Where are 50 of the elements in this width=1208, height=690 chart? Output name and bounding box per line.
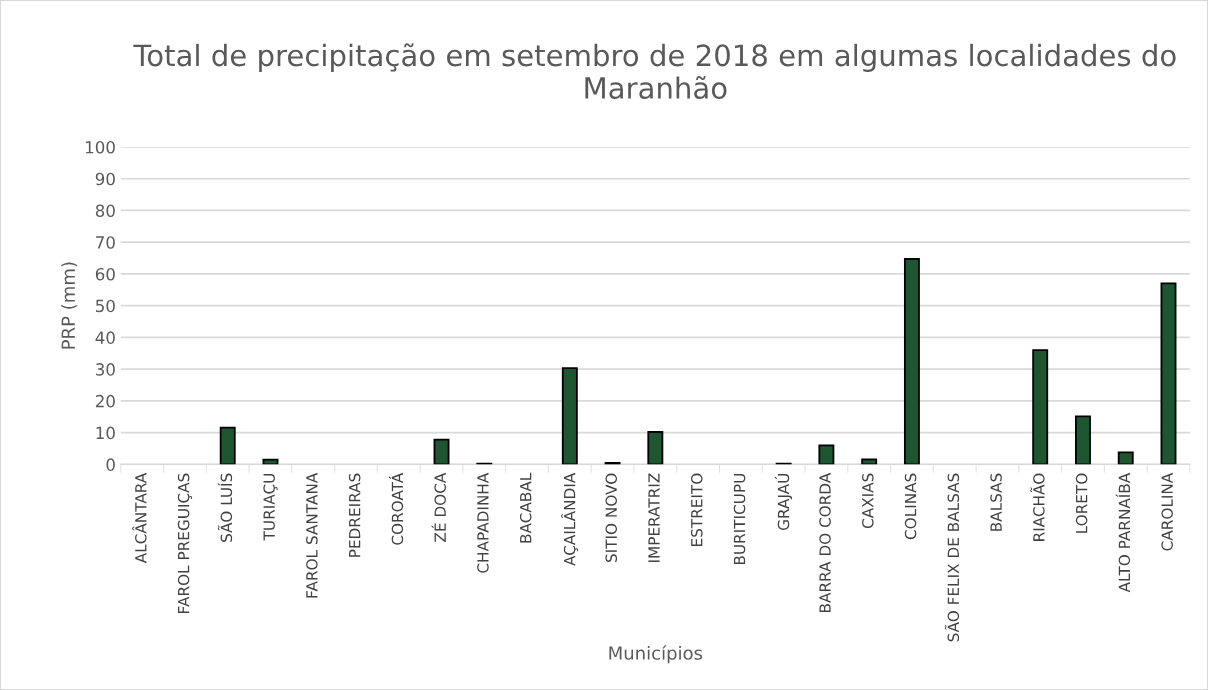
x-tick-label: CAXIAS: [862, 473, 874, 529]
bar: [1032, 349, 1049, 465]
x-axis-title: Municípios: [609, 645, 703, 664]
bar: [433, 438, 450, 465]
x-tick-label: COLINAS: [904, 473, 917, 540]
x-tick-label: CAROLINA: [1161, 472, 1173, 551]
y-tick-label: 60: [95, 267, 115, 281]
x-tick-label: BALSAS: [990, 473, 1002, 531]
x-tick-label: COROATÁ: [388, 472, 404, 545]
bar: [219, 426, 236, 465]
x-tick-label: SITIO NOVO: [605, 473, 618, 563]
bar: [561, 367, 578, 465]
y-axis-title: PRP (mm): [61, 262, 78, 349]
y-tick-label: 90: [95, 172, 115, 186]
y-tick-label: 40: [95, 331, 115, 344]
y-tick-label: 50: [96, 299, 115, 313]
y-tick-label: 20: [95, 394, 115, 408]
y-tick-label: 10: [96, 426, 115, 440]
x-tick-label: RIACHÃO: [1030, 473, 1045, 541]
bar: [818, 444, 835, 465]
x-tick-label: BARRA DO CORDA: [819, 472, 831, 612]
bar: [1160, 282, 1177, 465]
bar: [903, 258, 920, 465]
y-tick-label: 100: [85, 140, 115, 154]
x-tick-label: GRAJAÚ: [774, 474, 793, 531]
x-tick-label: FAROL PREGUIÇAS: [177, 473, 193, 613]
x-tick-label: IMPERATRIZ: [648, 473, 660, 562]
y-tick-label: 0: [106, 458, 115, 471]
x-tick-label: ALTO PARNAÍBA: [1115, 472, 1131, 593]
x-tick-label: AÇAILÂNDIA: [561, 472, 579, 566]
x-tick-label: CHAPADINHA: [477, 472, 489, 573]
x-tick-label: SÃO FELIX DE BALSAS: [944, 473, 960, 642]
x-tick-label: PEDREIRAS: [348, 473, 361, 557]
x-tick-label: LORETO: [1075, 473, 1088, 533]
y-tick-label: 30: [96, 363, 115, 376]
x-tick-label: SÃO LUÍS: [217, 473, 233, 542]
bar: [861, 458, 878, 465]
x-tick-label: BURITICUPU: [733, 474, 746, 565]
x-tick-label: BACABAL: [519, 472, 532, 543]
chart-title: Total de precipitação em setembro de 2018 em algumas localidades do Maranhão: [133, 43, 1176, 100]
y-tick-label: 70: [96, 236, 115, 249]
x-tick-label: TURIAÇU: [263, 474, 278, 541]
bar: [1075, 415, 1091, 465]
x-tick-label: FAROL SANTANA: [306, 472, 318, 598]
bar: [647, 431, 664, 465]
bar: [1117, 451, 1134, 465]
x-tick-label: ESTREITO: [690, 473, 703, 547]
x-tick-label: ZÉ DOCA: [431, 472, 446, 542]
y-tick-label: 80: [95, 204, 115, 218]
x-tick-label: ALCÂNTARA: [132, 472, 147, 564]
